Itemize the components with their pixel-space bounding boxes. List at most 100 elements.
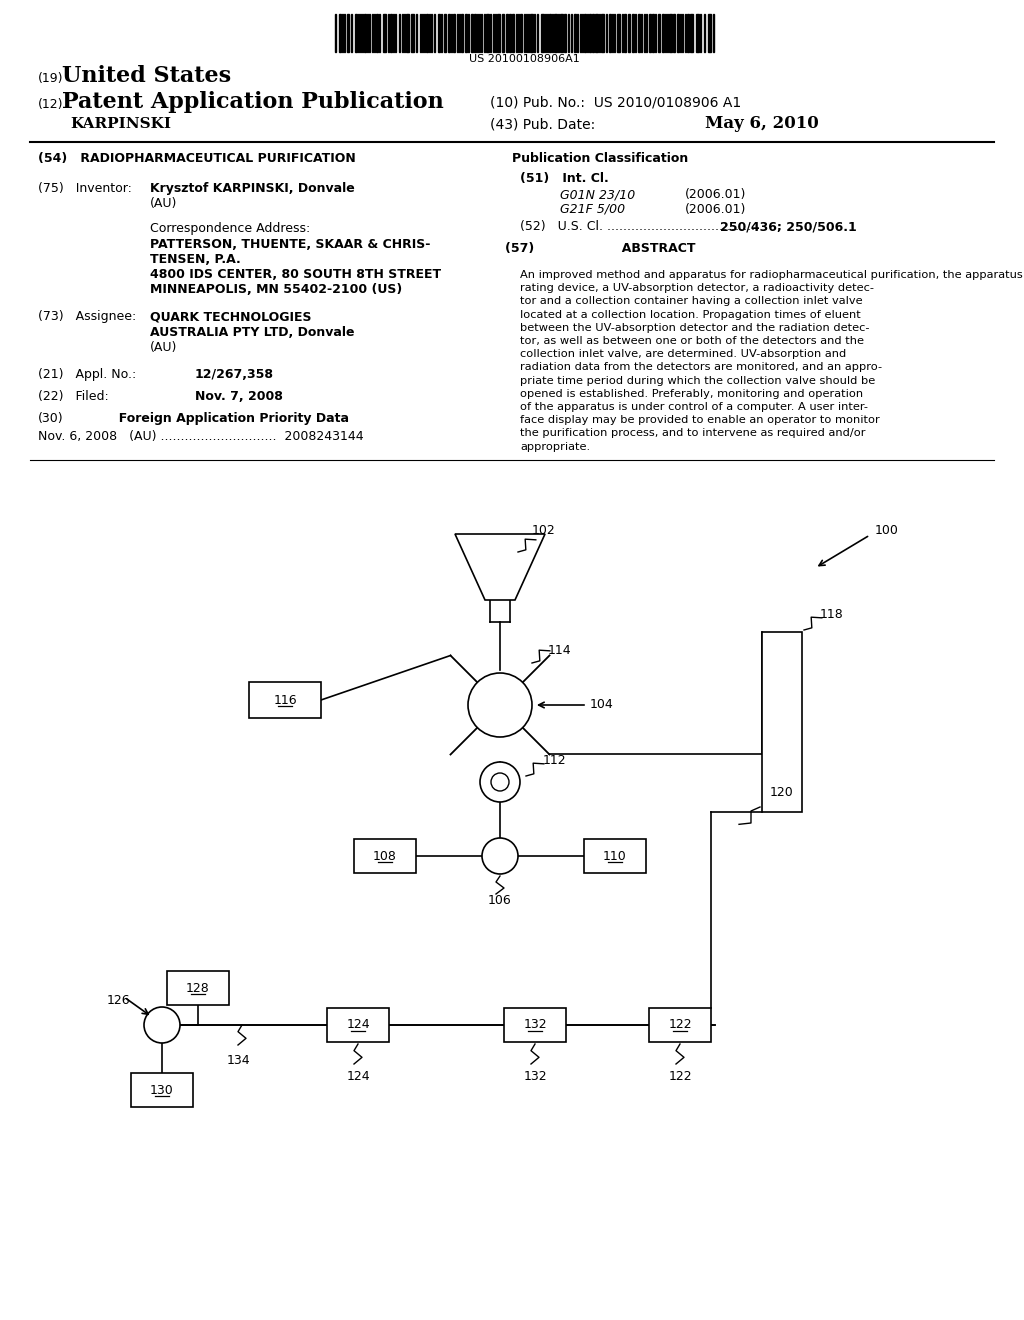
Text: (57)                    ABSTRACT: (57) ABSTRACT [505, 242, 695, 255]
Text: US 20100108906A1: US 20100108906A1 [469, 54, 580, 63]
Text: G01N 23/10: G01N 23/10 [560, 187, 635, 201]
Text: (10) Pub. No.:  US 2010/0108906 A1: (10) Pub. No.: US 2010/0108906 A1 [490, 95, 741, 110]
Bar [497, 15, 500, 51]
Text: (54)   RADIOPHARMACEUTICAL PURIFICATION: (54) RADIOPHARMACEUTICAL PURIFICATION [38, 152, 355, 165]
Text: 102: 102 [532, 524, 556, 536]
Bar [677, 15, 679, 51]
Bar [564, 15, 566, 51]
Circle shape [144, 1007, 180, 1043]
Text: (30): (30) [38, 412, 63, 425]
Bar [426, 15, 428, 51]
Text: (21)   Appl. No.:: (21) Appl. No.: [38, 368, 136, 381]
Bar [595, 15, 598, 51]
Text: Foreign Application Priority Data: Foreign Application Priority Data [75, 412, 349, 425]
Text: 122: 122 [669, 1071, 692, 1084]
Text: 100: 100 [874, 524, 899, 536]
Bar [376, 15, 378, 51]
Bar [131, 1073, 193, 1107]
Text: United States: United States [62, 65, 231, 87]
Bar [383, 15, 386, 51]
Text: AUSTRALIA PTY LTD, Donvale: AUSTRALIA PTY LTD, Donvale [150, 326, 354, 339]
Text: (19): (19) [38, 73, 63, 84]
Bar [589, 15, 591, 51]
Bar [708, 15, 711, 51]
Bar [762, 632, 802, 812]
Circle shape [480, 762, 520, 803]
Text: Correspondence Address:: Correspondence Address: [150, 222, 310, 235]
Bar [461, 15, 463, 51]
Bar [449, 15, 450, 51]
Text: 132: 132 [523, 1071, 547, 1084]
Bar [617, 15, 620, 51]
Text: 134: 134 [226, 1053, 250, 1067]
Bar [355, 15, 357, 51]
Bar [486, 15, 489, 51]
Bar [471, 15, 473, 51]
Text: 128: 128 [186, 982, 210, 994]
Text: (73)   Assignee:: (73) Assignee: [38, 310, 136, 323]
Bar [601, 15, 604, 51]
Bar [530, 15, 534, 51]
Text: Nov. 6, 2008   (AU) .............................  2008243144: Nov. 6, 2008 (AU) ......................… [38, 430, 364, 444]
Text: MINNEAPOLIS, MN 55402-2100 (US): MINNEAPOLIS, MN 55402-2100 (US) [150, 282, 402, 296]
Bar [327, 1008, 389, 1041]
Bar [506, 15, 508, 51]
Text: (52)   U.S. Cl. ......................................: (52) U.S. Cl. ..........................… [520, 220, 759, 234]
Bar [502, 15, 504, 51]
Text: 4800 IDS CENTER, 80 SOUTH 8TH STREET: 4800 IDS CENTER, 80 SOUTH 8TH STREET [150, 268, 441, 281]
Bar [406, 15, 409, 51]
Text: KARPINSKI: KARPINSKI [70, 117, 171, 131]
Bar [411, 15, 414, 51]
Bar [632, 15, 634, 51]
Text: (75)   Inventor:: (75) Inventor: [38, 182, 132, 195]
Bar [339, 15, 341, 51]
Bar [354, 840, 416, 873]
Text: PATTERSON, THUENTE, SKAAR & CHRIS-: PATTERSON, THUENTE, SKAAR & CHRIS- [150, 238, 430, 251]
Text: 112: 112 [543, 754, 566, 767]
Bar [609, 15, 611, 51]
Text: (2006.01): (2006.01) [685, 203, 746, 216]
Bar [520, 15, 522, 51]
Text: 114: 114 [548, 644, 571, 656]
Text: QUARK TECHNOLOGIES: QUARK TECHNOLOGIES [150, 310, 311, 323]
Bar [364, 15, 366, 51]
Text: 104: 104 [590, 698, 613, 711]
Text: 110: 110 [603, 850, 627, 862]
Bar [249, 682, 321, 718]
Text: Krysztof KARPINSKI, Donvale: Krysztof KARPINSKI, Donvale [150, 182, 354, 195]
Bar [624, 15, 626, 51]
Text: G21F 5/00: G21F 5/00 [560, 203, 625, 216]
Bar [628, 15, 630, 51]
Circle shape [490, 774, 509, 791]
Bar [453, 15, 455, 51]
Bar [658, 15, 660, 51]
Bar [347, 15, 349, 51]
Text: 116: 116 [273, 693, 297, 706]
Text: 120: 120 [770, 785, 794, 799]
Text: 130: 130 [151, 1084, 174, 1097]
Circle shape [468, 673, 532, 737]
Text: (22)   Filed:: (22) Filed: [38, 389, 109, 403]
Bar [504, 1008, 566, 1041]
Text: 250/436; 250/506.1: 250/436; 250/506.1 [720, 220, 857, 234]
Bar [465, 15, 467, 51]
Bar [690, 15, 693, 51]
Bar [509, 15, 511, 51]
Bar [584, 840, 646, 873]
Bar [584, 15, 586, 51]
Text: (43) Pub. Date:: (43) Pub. Date: [490, 117, 595, 131]
Bar [474, 15, 476, 51]
Text: (2006.01): (2006.01) [685, 187, 746, 201]
Text: (AU): (AU) [150, 197, 177, 210]
Text: 106: 106 [488, 895, 512, 908]
Text: 108: 108 [373, 850, 397, 862]
Bar [696, 15, 699, 51]
Text: 132: 132 [523, 1019, 547, 1031]
Text: 12/267,358: 12/267,358 [195, 368, 274, 381]
Bar [167, 972, 229, 1005]
Text: 124: 124 [346, 1071, 370, 1084]
Bar [512, 15, 514, 51]
Text: 126: 126 [106, 994, 131, 1006]
Text: (51)   Int. Cl.: (51) Int. Cl. [520, 172, 608, 185]
Bar [438, 15, 440, 51]
